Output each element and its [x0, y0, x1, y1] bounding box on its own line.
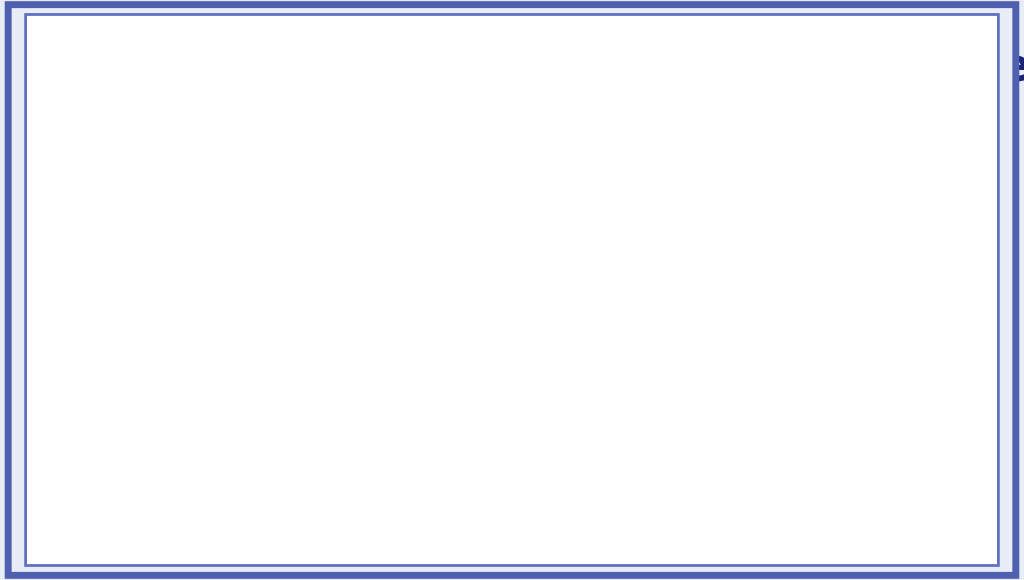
Text: 2: 2 [690, 227, 713, 260]
Text: -1: -1 [345, 227, 382, 260]
Text: © Maths at Home: © Maths at Home [57, 523, 169, 536]
Text: Negative Fractions on a Number Line: Negative Fractions on a Number Line [42, 46, 1024, 92]
Text: 2: 2 [546, 246, 561, 266]
Text: 0: 0 [501, 438, 523, 472]
Text: -5: -5 [80, 438, 118, 472]
Text: 3: 3 [772, 227, 796, 260]
Text: -2: -2 [263, 227, 300, 260]
Text: -1: -1 [411, 438, 447, 472]
Text: −: − [425, 227, 453, 260]
Text: -3: -3 [180, 227, 217, 260]
Text: 1: 1 [230, 203, 246, 223]
Text: www.mathsatHome.com: www.mathsatHome.com [813, 523, 967, 536]
Text: 1: 1 [470, 203, 485, 223]
Text: 4: 4 [855, 227, 879, 260]
Text: -4: -4 [163, 438, 200, 472]
Text: 1: 1 [583, 438, 606, 472]
Circle shape [51, 31, 114, 119]
Text: 2: 2 [470, 246, 485, 266]
Text: 4: 4 [831, 438, 854, 472]
Text: 2: 2 [312, 246, 328, 266]
Text: 2: 2 [891, 246, 906, 266]
Text: 1: 1 [643, 203, 658, 223]
Text: 1: 1 [726, 203, 741, 223]
Text: 2: 2 [808, 246, 823, 266]
Text: 1: 1 [546, 203, 561, 223]
Text: 1: 1 [395, 203, 411, 223]
Text: -4: -4 [97, 227, 134, 260]
Text: 1: 1 [808, 203, 824, 223]
Text: -2: -2 [329, 438, 366, 472]
Text: 3: 3 [749, 438, 771, 472]
Text: home: home [72, 92, 93, 98]
Text: 2: 2 [666, 438, 689, 472]
Text: 1: 1 [891, 203, 906, 223]
Text: 2: 2 [230, 246, 246, 266]
Text: 5: 5 [913, 438, 937, 472]
Text: 1: 1 [607, 227, 630, 260]
Text: at: at [79, 81, 85, 86]
Text: MATHS: MATHS [68, 67, 97, 77]
Text: 2: 2 [147, 246, 163, 266]
Text: 2: 2 [726, 246, 741, 266]
Text: 1: 1 [312, 203, 328, 223]
Text: -3: -3 [246, 438, 283, 472]
Text: 2: 2 [643, 246, 658, 266]
Text: 2: 2 [395, 246, 411, 266]
Text: 1: 1 [147, 203, 163, 223]
